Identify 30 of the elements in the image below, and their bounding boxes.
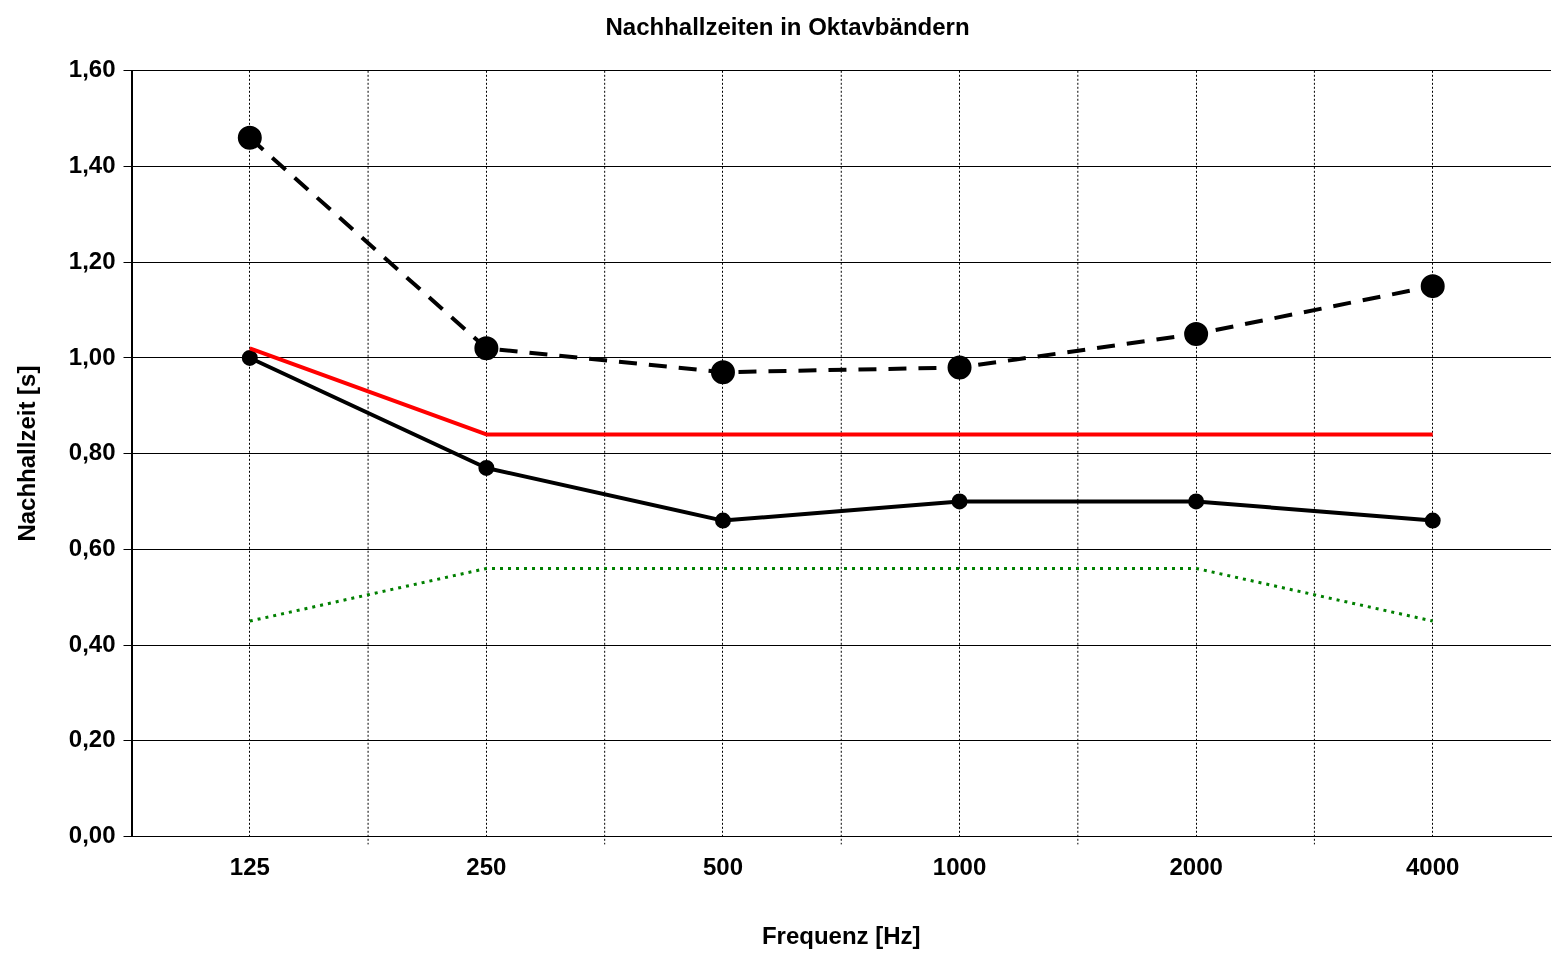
point xyxy=(951,493,968,510)
point xyxy=(241,349,258,366)
y-tick-label: 0,60 xyxy=(68,533,116,561)
point xyxy=(1424,512,1441,529)
point xyxy=(710,360,735,385)
point xyxy=(474,336,499,361)
x-tick-label: 2000 xyxy=(1169,853,1223,881)
point xyxy=(478,459,495,476)
y-tick-label: 1,40 xyxy=(68,151,116,179)
point xyxy=(1420,274,1445,299)
point xyxy=(947,355,972,380)
point xyxy=(237,125,262,150)
y-tick-label: 1,00 xyxy=(68,342,116,370)
x-tick-label: 1000 xyxy=(932,853,987,881)
point xyxy=(1184,321,1209,346)
y-tick-label: 0,00 xyxy=(68,821,116,849)
y-tick-label: 1,60 xyxy=(68,55,116,83)
y-tick-label: 0,80 xyxy=(68,438,116,466)
x-tick-label: 250 xyxy=(466,853,507,881)
y-tick-label: 1,20 xyxy=(68,246,116,274)
point xyxy=(1188,493,1205,510)
x-tick-label: 500 xyxy=(702,853,743,881)
x-tick-label: 125 xyxy=(229,853,270,881)
y-axis-title: Nachhallzeit [s] xyxy=(13,365,41,542)
y-tick-label: 0,40 xyxy=(68,629,116,657)
y-tick-label: 0,20 xyxy=(68,725,116,753)
x-axis-title: Frequenz [Hz] xyxy=(761,922,921,950)
chart-title: Nachhallzeiten in Oktavbändern xyxy=(605,13,970,41)
point xyxy=(714,512,731,529)
x-tick-label: 4000 xyxy=(1406,853,1460,881)
